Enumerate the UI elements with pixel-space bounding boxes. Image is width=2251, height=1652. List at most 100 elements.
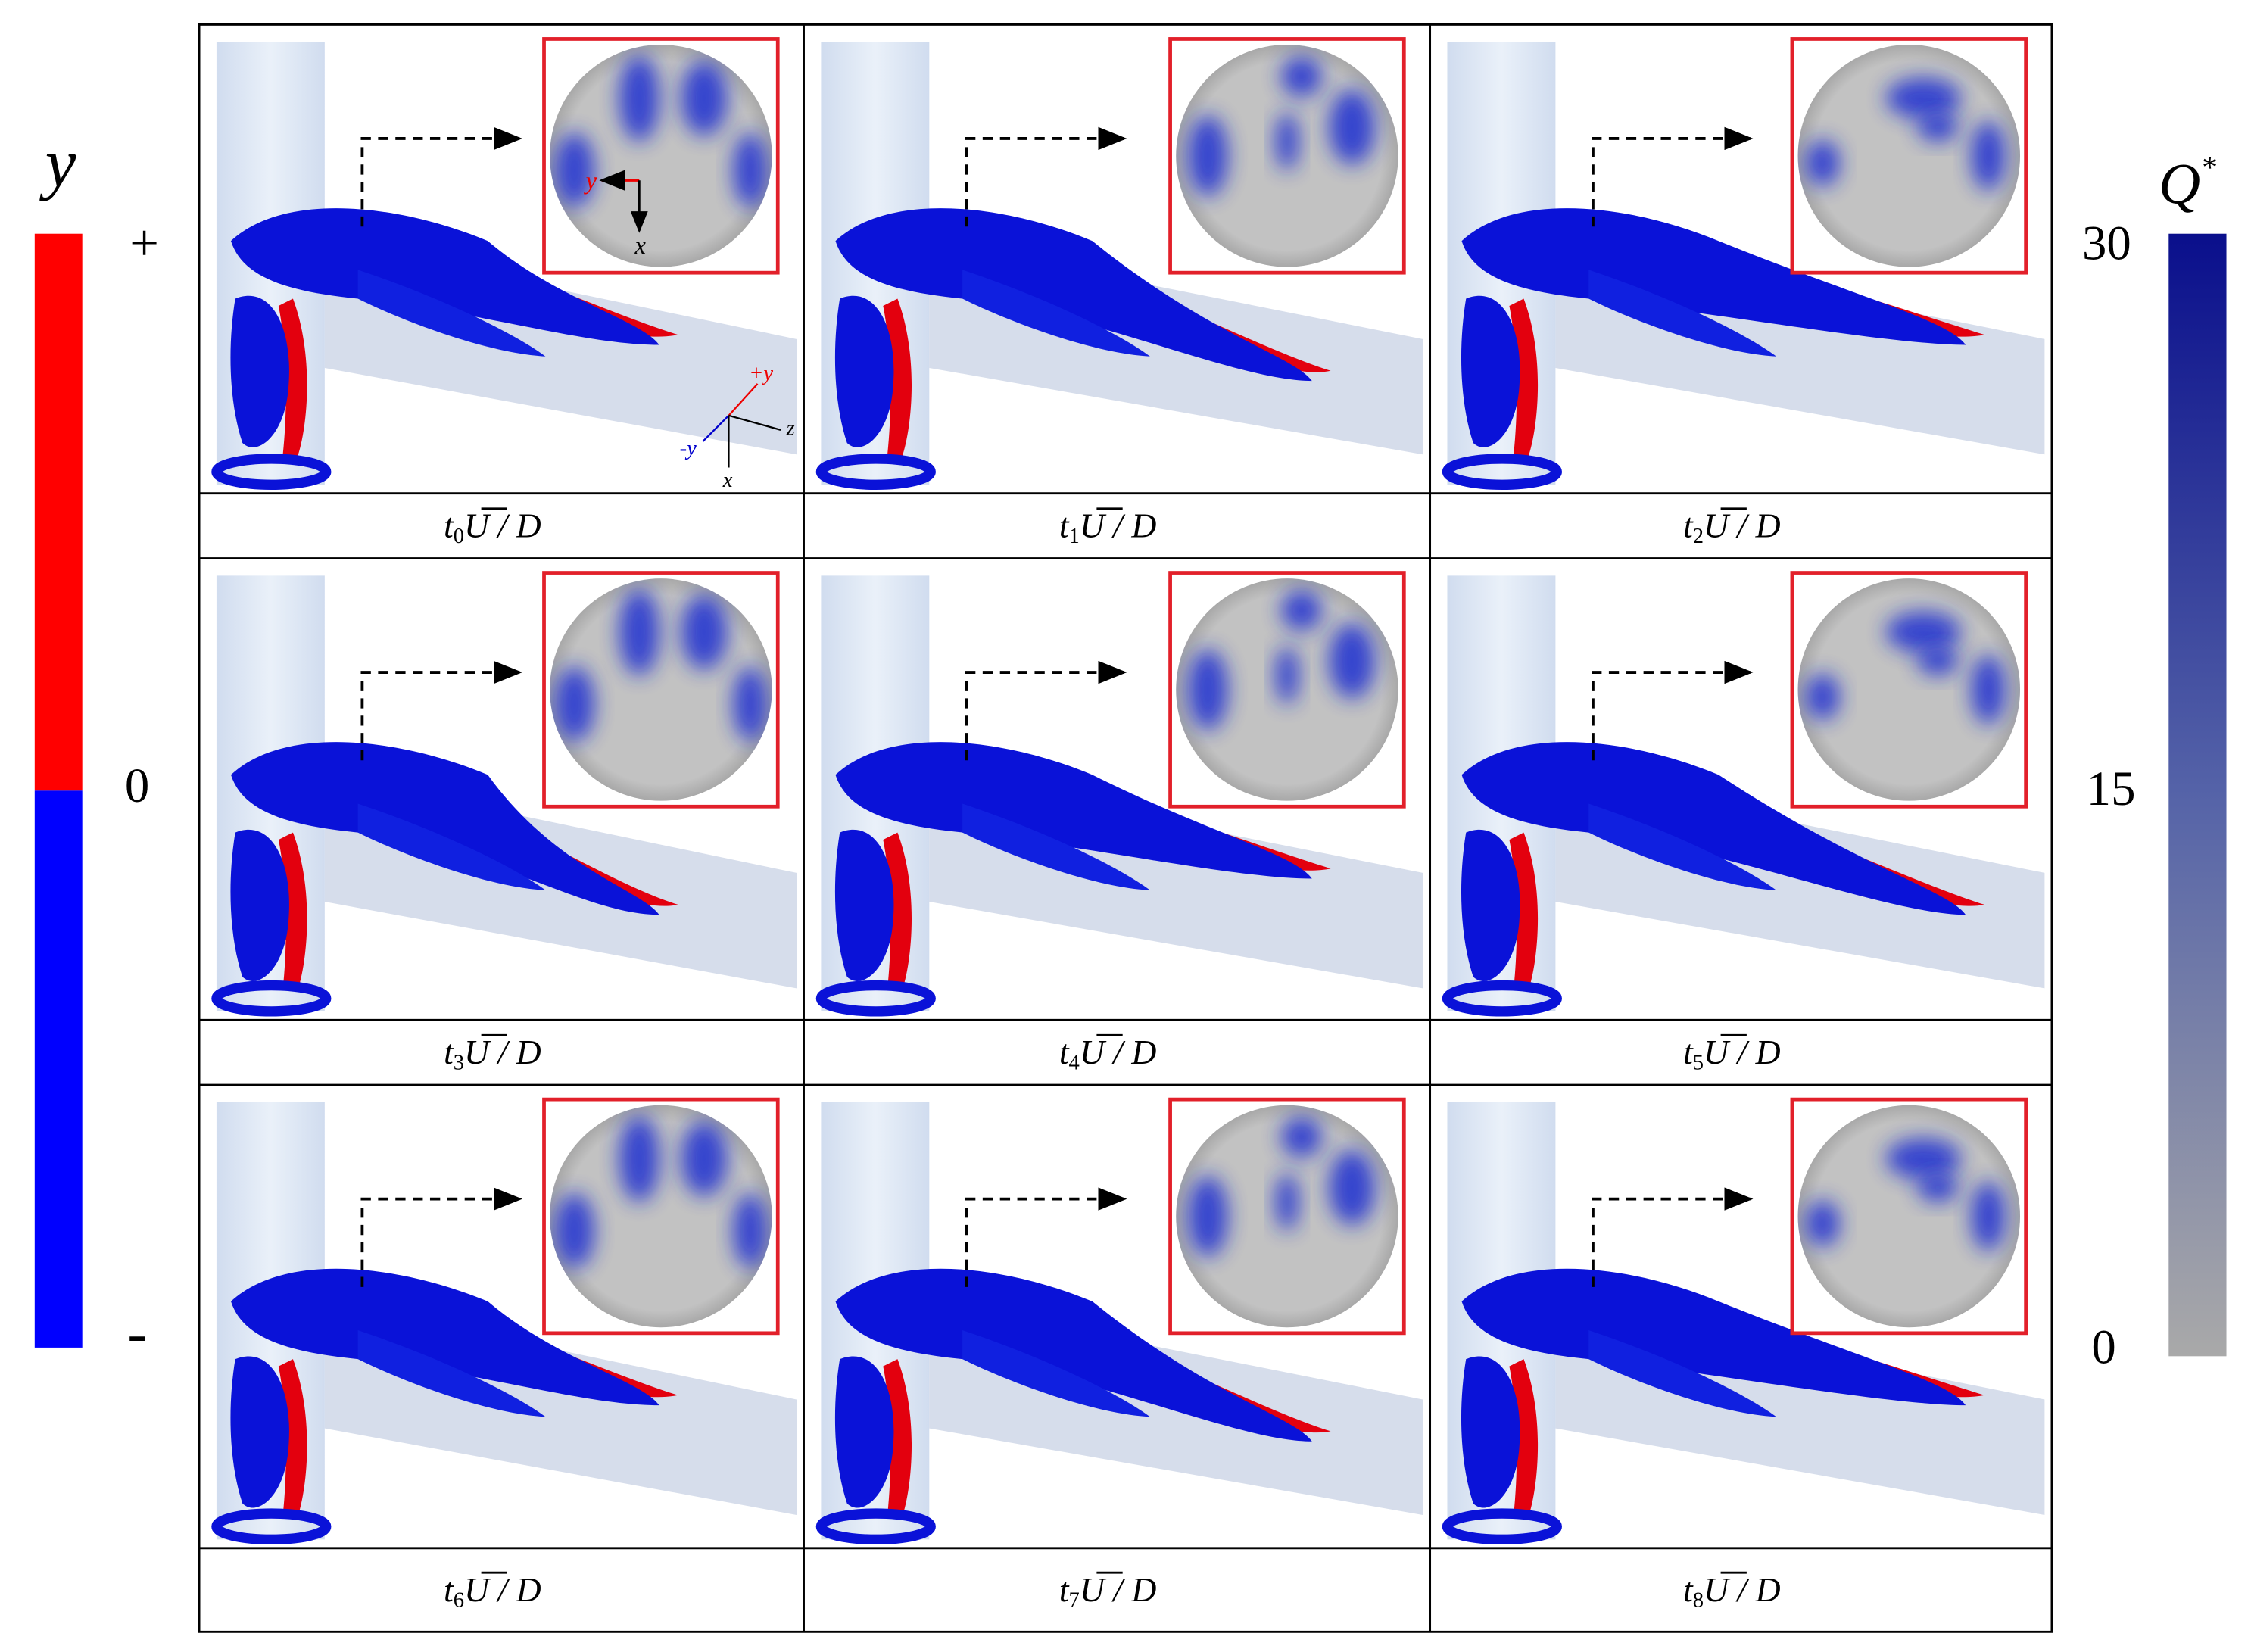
caption-index: 1 <box>1069 524 1080 547</box>
triad-axis <box>728 414 781 431</box>
caption-rest: / D <box>1111 1569 1156 1608</box>
caption-index: 0 <box>454 524 464 547</box>
q-spot <box>1281 1116 1322 1158</box>
y-bar-negative <box>34 790 83 1348</box>
vortex-blue <box>835 1268 1312 1442</box>
vortex-base <box>211 980 332 1017</box>
q-spot <box>733 666 768 742</box>
caption-index: 4 <box>1069 1051 1080 1074</box>
arrow <box>360 660 522 761</box>
q-spot <box>681 594 728 670</box>
caption-rest: / D <box>1735 506 1781 544</box>
q-contours <box>553 588 768 742</box>
panel: t6U / D <box>211 1097 797 1612</box>
vortex-leg-blue <box>230 295 289 447</box>
vortex-blue <box>230 1268 659 1406</box>
q-spot <box>1805 673 1840 720</box>
q-spot <box>733 1192 768 1269</box>
panel: t0U / D y x +y -y z x <box>211 37 797 547</box>
q-spot <box>553 1192 595 1269</box>
q-spot <box>1917 112 1959 142</box>
caption-t: t <box>444 1033 454 1071</box>
q-spot <box>1971 121 2006 191</box>
q-contours <box>1805 77 2006 191</box>
q-spot <box>1275 1173 1299 1231</box>
panel: t4U / D <box>815 571 1423 1074</box>
caption-u: U <box>1080 1033 1107 1071</box>
arrow <box>1592 1187 1754 1287</box>
caption: t5U / D <box>1683 1033 1781 1074</box>
q-tick: 15 <box>2087 762 2136 816</box>
caption-rest: / D <box>1735 1033 1781 1071</box>
caption: t0U / D <box>444 506 541 547</box>
vortex-blue <box>1588 1330 1776 1417</box>
q-spot <box>1885 1138 1961 1179</box>
vortex-blue <box>1461 208 1966 345</box>
triad-z: z <box>786 416 795 440</box>
q-spot <box>553 132 595 208</box>
caption: t8U / D <box>1683 1569 1781 1611</box>
q-spot <box>733 132 768 208</box>
q-label: Q <box>2159 153 2200 217</box>
caption-index: 8 <box>1693 1588 1704 1612</box>
q-legend-label: Q* <box>2159 150 2216 217</box>
caption-u: U <box>1704 506 1731 544</box>
caption-u: U <box>464 1569 491 1608</box>
q-spot <box>1971 1181 2006 1251</box>
q-spot <box>1917 646 1959 675</box>
vortex-blue <box>357 270 546 357</box>
panel: t1U / D <box>815 37 1423 547</box>
q-spot <box>1275 646 1299 704</box>
q-spot <box>681 61 728 136</box>
q-contours <box>1805 612 2006 725</box>
caption-rest: / D <box>496 506 541 544</box>
q-spot <box>553 666 595 742</box>
caption: t3U / D <box>444 1033 541 1074</box>
y-legend-minus: - <box>127 1301 146 1365</box>
caption-t: t <box>1059 506 1070 544</box>
arrow <box>965 126 1127 227</box>
q-spot <box>1329 89 1376 165</box>
vortex-blue <box>230 742 659 915</box>
caption: t7U / D <box>1059 1569 1157 1611</box>
q-contours <box>553 55 768 208</box>
caption: t4U / D <box>1059 1033 1157 1074</box>
caption-index: 5 <box>1693 1051 1704 1074</box>
q-spot <box>1917 1173 1959 1202</box>
caption-u: U <box>1080 506 1107 544</box>
vortex-leg-blue <box>834 1356 894 1508</box>
q-contours <box>553 1115 768 1269</box>
q-bar <box>2168 233 2227 1357</box>
panel: t3U / D <box>211 571 797 1074</box>
triad-plus-y: +y <box>749 362 773 385</box>
q-spot <box>1187 649 1228 731</box>
q-spot <box>1885 77 1961 119</box>
y-legend-label: y <box>39 124 76 201</box>
y-legend-plus: + <box>129 214 159 272</box>
q-contours <box>1805 1138 2006 1251</box>
vortex-leg-blue <box>1461 295 1520 447</box>
vortex-leg-blue <box>1461 1356 1520 1508</box>
vortex-base <box>815 1508 936 1545</box>
caption: t1U / D <box>1059 506 1157 547</box>
vortex-blue <box>357 803 546 890</box>
vortex-base <box>815 980 936 1017</box>
caption-t: t <box>444 506 454 544</box>
arrow <box>360 126 522 227</box>
frame <box>198 23 2053 1633</box>
vortex-leg-blue <box>230 829 289 981</box>
q-spot <box>619 55 659 142</box>
vortex-leg-blue <box>1461 829 1520 981</box>
q-spot <box>619 1115 659 1202</box>
q-spot <box>1281 56 1322 97</box>
y-legend-zero: 0 <box>125 759 149 813</box>
q-sup: * <box>2200 150 2216 185</box>
q-spot <box>681 1121 728 1196</box>
caption: t2U / D <box>1683 506 1781 547</box>
inset-label-x: x <box>634 232 647 260</box>
q-contours <box>1187 590 1376 731</box>
vortex-base <box>211 1508 332 1545</box>
arrow <box>965 660 1127 761</box>
vortex-base <box>1442 454 1562 490</box>
